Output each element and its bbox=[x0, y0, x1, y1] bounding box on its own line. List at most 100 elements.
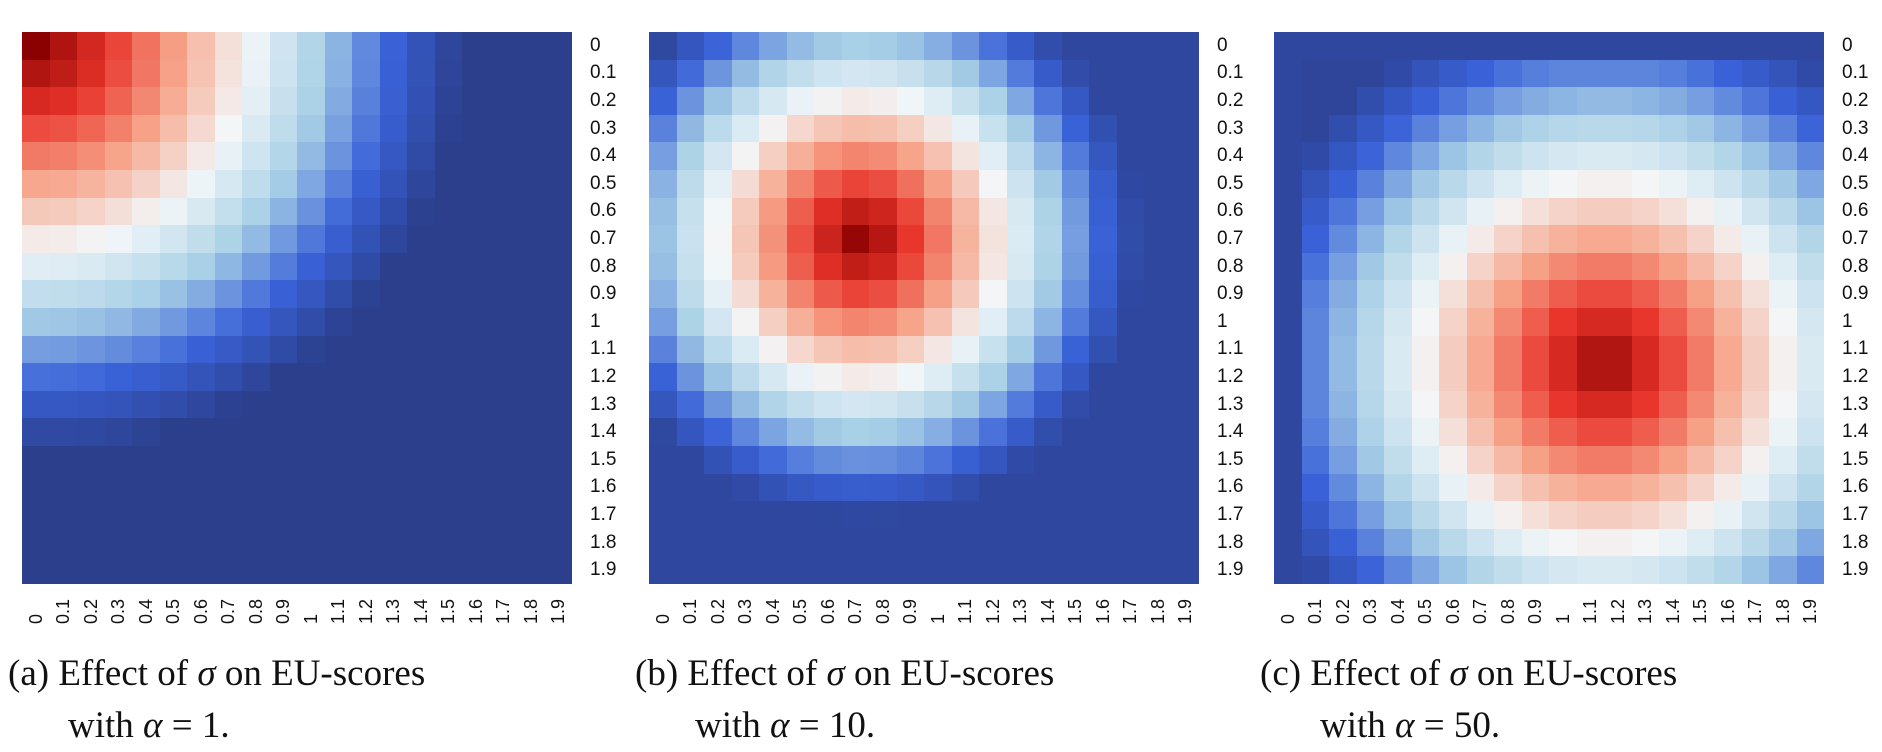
heatmap-cell bbox=[269, 446, 297, 474]
heatmap-cell bbox=[352, 473, 380, 502]
heatmap-cell bbox=[434, 170, 462, 198]
heatmap-cell bbox=[517, 170, 545, 198]
heatmap-cell bbox=[1439, 446, 1467, 474]
heatmap-cell bbox=[676, 32, 704, 60]
heatmap-cell bbox=[1466, 363, 1494, 391]
heatmap-cell bbox=[489, 59, 517, 88]
heatmap-cell bbox=[814, 197, 842, 226]
heatmap-cell bbox=[759, 87, 787, 115]
y-tick-label: 0.5 bbox=[590, 172, 617, 194]
heatmap-cell bbox=[187, 59, 215, 88]
heatmap-cell bbox=[242, 556, 270, 584]
heatmap-cell bbox=[544, 225, 572, 253]
heatmap-cell bbox=[187, 363, 215, 391]
heatmap-cell bbox=[352, 225, 380, 253]
heatmap-cell bbox=[1576, 197, 1604, 226]
heatmap-cell bbox=[759, 225, 787, 253]
heatmap-cell bbox=[1796, 197, 1824, 226]
heatmap-cell bbox=[649, 59, 677, 88]
x-tick-label: 0.5 bbox=[163, 598, 184, 624]
heatmap-cell bbox=[676, 197, 704, 226]
heatmap-cell bbox=[896, 114, 924, 143]
heatmap-cell bbox=[1521, 225, 1549, 253]
heatmap-cell bbox=[676, 308, 704, 336]
heatmap-cell bbox=[214, 280, 242, 308]
heatmap-cell bbox=[704, 501, 732, 529]
heatmap-cell bbox=[841, 252, 869, 281]
heatmap-cell bbox=[1301, 390, 1329, 419]
heatmap-cell bbox=[22, 473, 50, 502]
heatmap-cell bbox=[1494, 197, 1522, 226]
heatmap-cell bbox=[786, 390, 814, 419]
heatmap-cell bbox=[1329, 32, 1357, 60]
heatmap-cell bbox=[1466, 556, 1494, 584]
heatmap-cell bbox=[1549, 225, 1577, 253]
x-tick-label: 0.3 bbox=[1360, 598, 1381, 624]
heatmap-cell bbox=[951, 418, 979, 446]
heatmap-cell bbox=[814, 170, 842, 198]
heatmap-cell bbox=[759, 363, 787, 391]
heatmap-cell bbox=[896, 501, 924, 529]
heatmap-cell bbox=[159, 32, 187, 60]
heatmap-cell bbox=[49, 556, 77, 584]
heatmap-cell bbox=[242, 252, 270, 281]
heatmap-cell bbox=[1171, 197, 1199, 226]
heatmap-cell bbox=[1144, 308, 1172, 336]
heatmap-cell bbox=[379, 225, 407, 253]
heatmap-cell bbox=[1741, 59, 1769, 88]
heatmap-cell bbox=[1604, 225, 1632, 253]
heatmap-cell bbox=[214, 32, 242, 60]
y-tick-label: 0.3 bbox=[590, 117, 617, 139]
heatmap-cell bbox=[1686, 197, 1714, 226]
heatmap-cell bbox=[159, 418, 187, 446]
heatmap-cell bbox=[77, 225, 105, 253]
heatmap-cell bbox=[1494, 280, 1522, 308]
heatmap-cell bbox=[407, 528, 435, 557]
heatmap-cell bbox=[462, 87, 490, 115]
heatmap-cell bbox=[1384, 446, 1412, 474]
heatmap-cell bbox=[22, 335, 50, 364]
heatmap-cell bbox=[159, 556, 187, 584]
heatmap-cell bbox=[1604, 114, 1632, 143]
x-tick-label: 1.1 bbox=[1580, 598, 1601, 624]
heatmap-cell bbox=[1171, 446, 1199, 474]
heatmap-cell bbox=[786, 528, 814, 557]
heatmap-cell bbox=[22, 59, 50, 88]
heatmap-cell bbox=[1301, 528, 1329, 557]
heatmap-cell bbox=[1796, 308, 1824, 336]
heatmap-cell bbox=[187, 280, 215, 308]
heatmap-cell bbox=[1439, 363, 1467, 391]
heatmap-cell bbox=[1466, 280, 1494, 308]
heatmap-cell bbox=[1659, 446, 1687, 474]
heatmap-cell bbox=[786, 418, 814, 446]
heatmap-cell bbox=[1714, 528, 1742, 557]
heatmap-cell bbox=[462, 197, 490, 226]
heatmap-cell bbox=[407, 142, 435, 170]
heatmap-cell bbox=[869, 280, 897, 308]
heatmap-cell bbox=[1631, 335, 1659, 364]
heatmap-cell bbox=[924, 556, 952, 584]
heatmap-cell bbox=[462, 363, 490, 391]
x-tick-label: 1.2 bbox=[1607, 598, 1628, 624]
heatmap-cell bbox=[379, 556, 407, 584]
heatmap-cell bbox=[324, 335, 352, 364]
heatmap-cell bbox=[1631, 252, 1659, 281]
heatmap-cell bbox=[1034, 418, 1062, 446]
heatmap-cell bbox=[1741, 280, 1769, 308]
heatmap-cell bbox=[1356, 528, 1384, 557]
heatmap-cell bbox=[1171, 418, 1199, 446]
heatmap-cell bbox=[517, 335, 545, 364]
heatmap-cell bbox=[1769, 363, 1797, 391]
heatmap-cell bbox=[49, 59, 77, 88]
heatmap-cell bbox=[841, 197, 869, 226]
heatmap-cell bbox=[1796, 390, 1824, 419]
heatmap-cell bbox=[49, 446, 77, 474]
heatmap-cell bbox=[731, 142, 759, 170]
heatmap-cell bbox=[1171, 225, 1199, 253]
heatmap-cell bbox=[1116, 170, 1144, 198]
heatmap-cell bbox=[1274, 280, 1302, 308]
heatmap-cell bbox=[1171, 252, 1199, 281]
heatmap-cell bbox=[407, 252, 435, 281]
heatmap-cell bbox=[1604, 556, 1632, 584]
heatmap-cell bbox=[1769, 390, 1797, 419]
